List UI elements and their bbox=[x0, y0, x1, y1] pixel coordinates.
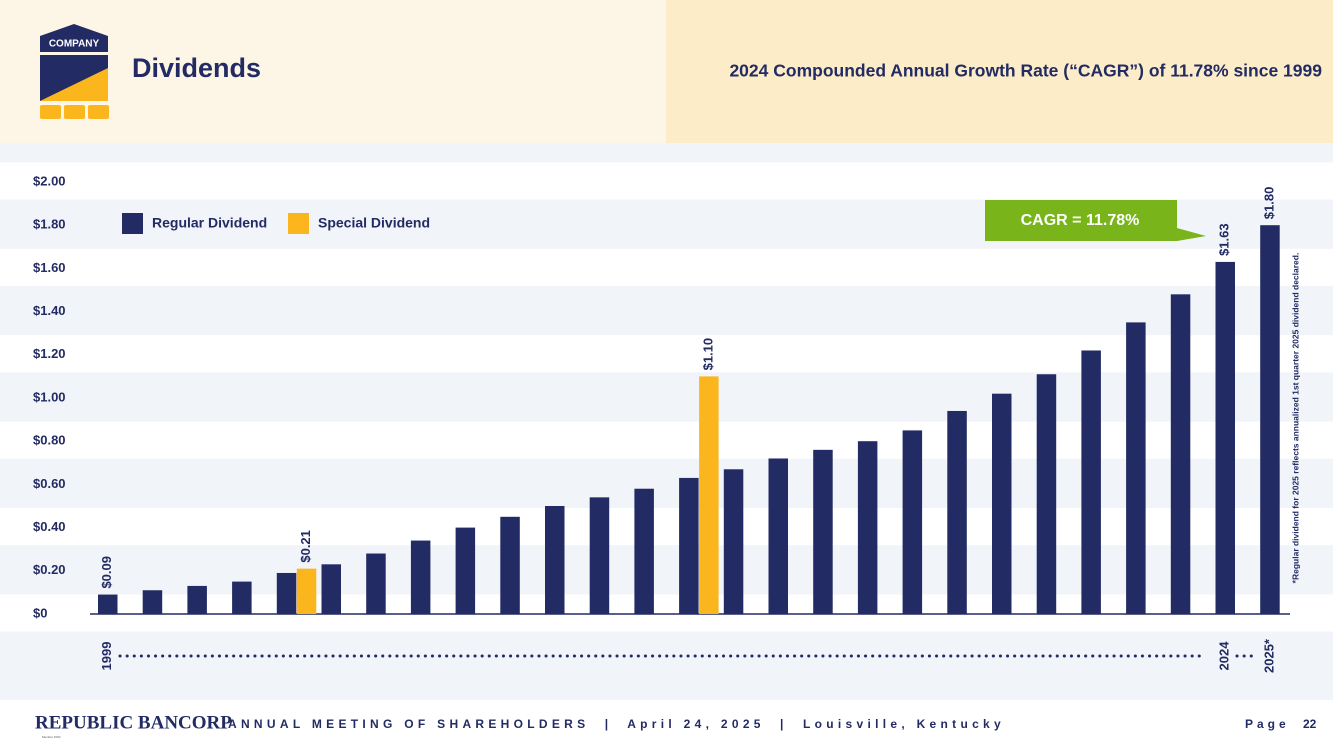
bar bbox=[947, 410, 967, 614]
y-tick-label: $1.80 bbox=[33, 217, 66, 232]
bar bbox=[813, 449, 833, 614]
bar bbox=[679, 477, 699, 614]
value-label: $0.21 bbox=[298, 530, 313, 563]
bar bbox=[992, 393, 1012, 614]
chart-subtitle: 2024 Compounded Annual Growth Rate (“CAG… bbox=[729, 61, 1322, 81]
chart-title: Dividends bbox=[132, 53, 261, 83]
bar bbox=[723, 469, 744, 614]
bar bbox=[634, 488, 654, 614]
bar bbox=[1126, 322, 1146, 614]
logo-label: COMPANY bbox=[49, 39, 100, 50]
bar bbox=[296, 568, 317, 614]
bar bbox=[1036, 374, 1057, 614]
value-label: $1.80 bbox=[1261, 187, 1276, 220]
y-tick-label: $0.40 bbox=[33, 519, 66, 534]
footer-page-number: 22 bbox=[1303, 717, 1317, 731]
legend-swatch bbox=[288, 213, 309, 234]
y-tick-label: $1.60 bbox=[33, 260, 66, 275]
bar bbox=[1081, 350, 1101, 614]
y-tick-label: $1.40 bbox=[33, 303, 66, 318]
grid-band bbox=[0, 508, 1333, 546]
footnote: *Regular dividend for 2025 reflects annu… bbox=[1290, 253, 1300, 584]
y-tick-label: $0 bbox=[33, 605, 47, 620]
footer-member: Member FDIC bbox=[42, 735, 62, 739]
bar bbox=[232, 581, 252, 614]
bar bbox=[589, 497, 610, 614]
grid-band bbox=[0, 162, 1333, 200]
header-right bbox=[666, 0, 1333, 143]
header-left bbox=[0, 0, 666, 143]
value-label: $0.09 bbox=[99, 556, 114, 589]
x-tick-label: 2024 bbox=[1217, 641, 1232, 671]
y-tick-label: $1.00 bbox=[33, 389, 66, 404]
cagr-callout: CAGR = 11.78% bbox=[985, 200, 1206, 241]
x-tick-label: 1999 bbox=[99, 642, 114, 671]
bar bbox=[455, 527, 476, 614]
legend-swatch bbox=[122, 213, 143, 234]
bar bbox=[276, 572, 297, 614]
bar bbox=[1260, 225, 1280, 614]
y-tick-label: $0.20 bbox=[33, 562, 66, 577]
bar bbox=[366, 553, 386, 614]
y-tick-label: $2.00 bbox=[33, 173, 66, 188]
footer-page-label: Page bbox=[1245, 717, 1290, 731]
bar bbox=[902, 430, 923, 614]
bar bbox=[768, 458, 788, 614]
value-label: $1.10 bbox=[700, 338, 715, 371]
y-tick-label: $0.60 bbox=[33, 476, 66, 491]
bar bbox=[410, 540, 431, 614]
bar bbox=[187, 585, 207, 614]
bar bbox=[699, 376, 719, 614]
logo: COMPANY bbox=[40, 24, 109, 119]
bar bbox=[500, 516, 520, 614]
grid-band bbox=[0, 421, 1333, 459]
grid-band bbox=[0, 335, 1333, 373]
bar bbox=[1215, 261, 1235, 614]
y-tick-label: $1.20 bbox=[33, 346, 66, 361]
grid-band bbox=[0, 594, 1333, 632]
x-tick-label: 2025* bbox=[1261, 638, 1276, 673]
bar bbox=[545, 506, 565, 614]
bar bbox=[142, 590, 163, 614]
bar bbox=[1170, 294, 1191, 614]
footer-meeting: ANNUAL MEETING OF SHAREHOLDERS | April 2… bbox=[228, 717, 1005, 731]
value-label: $1.63 bbox=[1217, 223, 1232, 256]
bar bbox=[98, 594, 118, 614]
bar bbox=[321, 564, 341, 614]
annotation: CAGR = 11.78% bbox=[1021, 212, 1140, 229]
legend-label: Special Dividend bbox=[318, 215, 430, 231]
bands bbox=[0, 162, 1333, 632]
grid-band bbox=[0, 248, 1333, 286]
bar bbox=[857, 441, 878, 614]
legend-label: Regular Dividend bbox=[152, 215, 267, 231]
footer-brand: REPUBLIC BANCORP bbox=[35, 712, 232, 733]
y-tick-label: $0.80 bbox=[33, 433, 66, 448]
